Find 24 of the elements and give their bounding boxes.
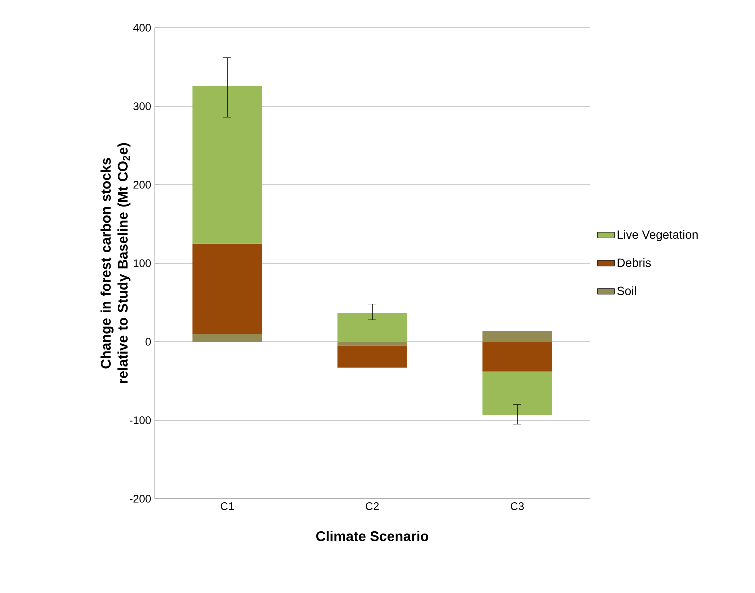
bar: [338, 342, 408, 346]
y-tick-label: 0: [146, 338, 152, 346]
bar: [192, 86, 262, 244]
legend-label: Soil: [617, 286, 636, 296]
x-tick-label: C3: [511, 502, 524, 510]
x-axis-title: Climate Scenario: [316, 531, 429, 542]
bar: [192, 334, 262, 342]
bar: [482, 342, 552, 372]
bar: [482, 372, 552, 416]
legend-label: Live Vegetation: [618, 230, 698, 242]
y-tick-label: 200: [134, 181, 152, 189]
y-tick-label: 400: [133, 24, 152, 32]
x-tick-label: C1: [221, 502, 234, 510]
y-tick-label: -100: [130, 416, 152, 424]
y-axis-title: Change in forest carbon stocks relative to Study Baseline (Mt CO$_{2}$e): [100, 143, 131, 384]
legend-label: Debris: [618, 258, 652, 268]
bar: [482, 331, 552, 342]
y-tick-label: 300: [134, 102, 152, 110]
y-tick-label: -200: [130, 495, 152, 503]
x-tick-label: C2: [366, 502, 379, 510]
bar: [338, 312, 408, 342]
bar: [338, 346, 408, 368]
y-tick-label: 100: [134, 260, 152, 268]
bar: [192, 244, 262, 334]
